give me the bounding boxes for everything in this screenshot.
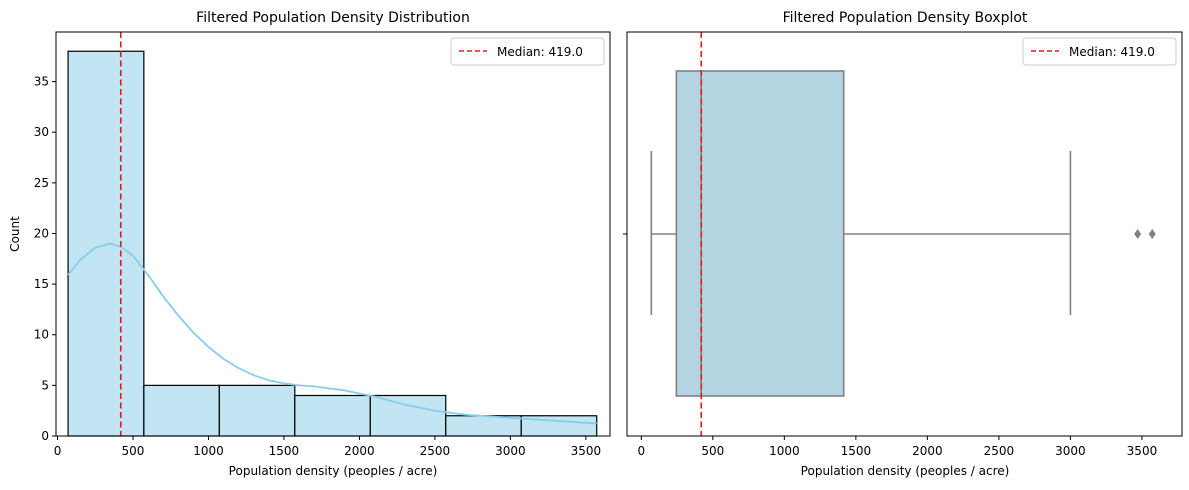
histogram-panel: Filtered Population Density Distribution… xyxy=(8,10,611,478)
hist-legend-median-label: Median: 419.0 xyxy=(497,45,583,59)
hist-y-tick-label: 5 xyxy=(41,378,49,392)
hist-y-tick-label: 35 xyxy=(34,75,49,89)
box-x-tick-label: 1500 xyxy=(841,444,872,458)
hist-bars xyxy=(67,50,598,437)
box-x-tick-label: 3000 xyxy=(1055,444,1086,458)
hist-x-axis-label: Population density (peoples / acre) xyxy=(229,464,438,478)
hist-x-tick-label: 3000 xyxy=(495,444,526,458)
hist-x-tick-label: 2000 xyxy=(344,444,375,458)
hist-x-tick-label: 3500 xyxy=(571,444,602,458)
hist-title: Filtered Population Density Distribution xyxy=(196,10,470,26)
box-x-tick-label: 500 xyxy=(701,444,724,458)
box-x-tick-label: 3500 xyxy=(1127,444,1158,458)
hist-y-ticks: 0 5 10 15 20 25 30 35 xyxy=(34,75,56,443)
hist-y-tick-label: 30 xyxy=(34,125,49,139)
hist-y-tick-label: 10 xyxy=(34,328,49,342)
hist-x-tick-label: 1500 xyxy=(269,444,300,458)
hist-legend-box xyxy=(450,37,605,66)
box-outlier xyxy=(1148,229,1156,239)
hist-y-tick-label: 20 xyxy=(34,226,49,240)
box-x-tick-label: 2500 xyxy=(984,444,1015,458)
box-x-ticks: 0 500 1000 1500 2000 2500 3000 3500 xyxy=(637,436,1157,458)
hist-bar xyxy=(445,415,522,437)
boxplot-body xyxy=(650,70,1156,397)
hist-x-tick-label: 500 xyxy=(122,444,145,458)
hist-y-tick-label: 15 xyxy=(34,277,49,291)
box-legend-median-label: Median: 419.0 xyxy=(1069,45,1155,59)
box-iqr xyxy=(675,70,845,397)
hist-y-tick-label: 0 xyxy=(41,429,49,443)
box-x-axis-label: Population density (peoples / acre) xyxy=(801,464,1010,478)
hist-y-tick-label: 25 xyxy=(34,176,49,190)
box-x-tick-label: 2000 xyxy=(912,444,943,458)
box-legend: Median: 419.0 xyxy=(1022,37,1177,66)
boxplot-panel: Filtered Population Density Boxplot 0 500… xyxy=(623,10,1183,478)
kde-line xyxy=(67,242,597,425)
hist-bar xyxy=(294,394,371,437)
box-x-tick-label: 1000 xyxy=(769,444,800,458)
hist-axes-frame xyxy=(55,31,611,437)
box-legend-box xyxy=(1022,37,1177,66)
box-x-tick-label: 0 xyxy=(637,444,645,458)
box-outlier xyxy=(1134,229,1142,239)
hist-y-axis-label: Count xyxy=(8,216,22,252)
hist-bar xyxy=(143,384,220,437)
hist-x-ticks: 0 500 1000 1500 2000 2500 3000 3500 xyxy=(54,436,601,458)
hist-x-tick-label: 0 xyxy=(54,444,62,458)
hist-x-tick-label: 1000 xyxy=(193,444,224,458)
hist-bar xyxy=(369,394,447,437)
box-title: Filtered Population Density Boxplot xyxy=(783,10,1028,26)
hist-legend: Median: 419.0 xyxy=(450,37,605,66)
hist-bar xyxy=(218,384,296,437)
hist-bar xyxy=(67,50,145,437)
hist-x-tick-label: 2500 xyxy=(420,444,451,458)
kde-layer xyxy=(67,242,597,425)
